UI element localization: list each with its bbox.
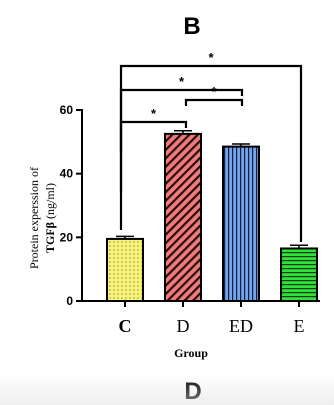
bar-e (280, 247, 318, 303)
y-tick-label: 0 (66, 294, 73, 308)
category-label-d: D (177, 316, 190, 336)
category-label-c: C (119, 316, 132, 336)
sig-star: * (211, 84, 217, 99)
panel-letter-top: B (183, 13, 200, 40)
significance-brackets: * * * * (119, 50, 303, 242)
y-tick-label: 20 (60, 230, 74, 244)
sig-bracket-c-e (119, 64, 303, 242)
sig-star: * (208, 50, 214, 65)
category-label-e: E (294, 316, 305, 336)
sig-star: * (179, 74, 185, 89)
bar-c (106, 237, 144, 303)
y-axis-label-line1: Protein experssion of (27, 167, 41, 269)
bar-ed (222, 145, 260, 302)
category-label-ed: ED (229, 316, 253, 336)
y-axis-label-tgfb: TGFβ (43, 222, 57, 253)
x-axis-label: Group (174, 346, 208, 360)
y-axis-label: Protein experssion of TGFβ (ng/ml) (27, 167, 57, 269)
sig-bracket-d-ed (184, 98, 244, 106)
y-tick-label: 40 (60, 167, 74, 181)
bars (106, 132, 318, 303)
tick-labels: 0 20 40 60 (60, 103, 74, 308)
sig-star: * (151, 106, 157, 121)
category-labels: C D ED E (119, 316, 305, 336)
bar-d (164, 132, 202, 302)
y-axis-label-units: (ng/ml) (43, 183, 57, 222)
y-axis-label-line2: TGFβ (ng/ml) (43, 183, 57, 253)
y-tick-label: 60 (60, 103, 74, 117)
bottom-fade (0, 372, 334, 405)
error-bars (116, 129, 308, 249)
